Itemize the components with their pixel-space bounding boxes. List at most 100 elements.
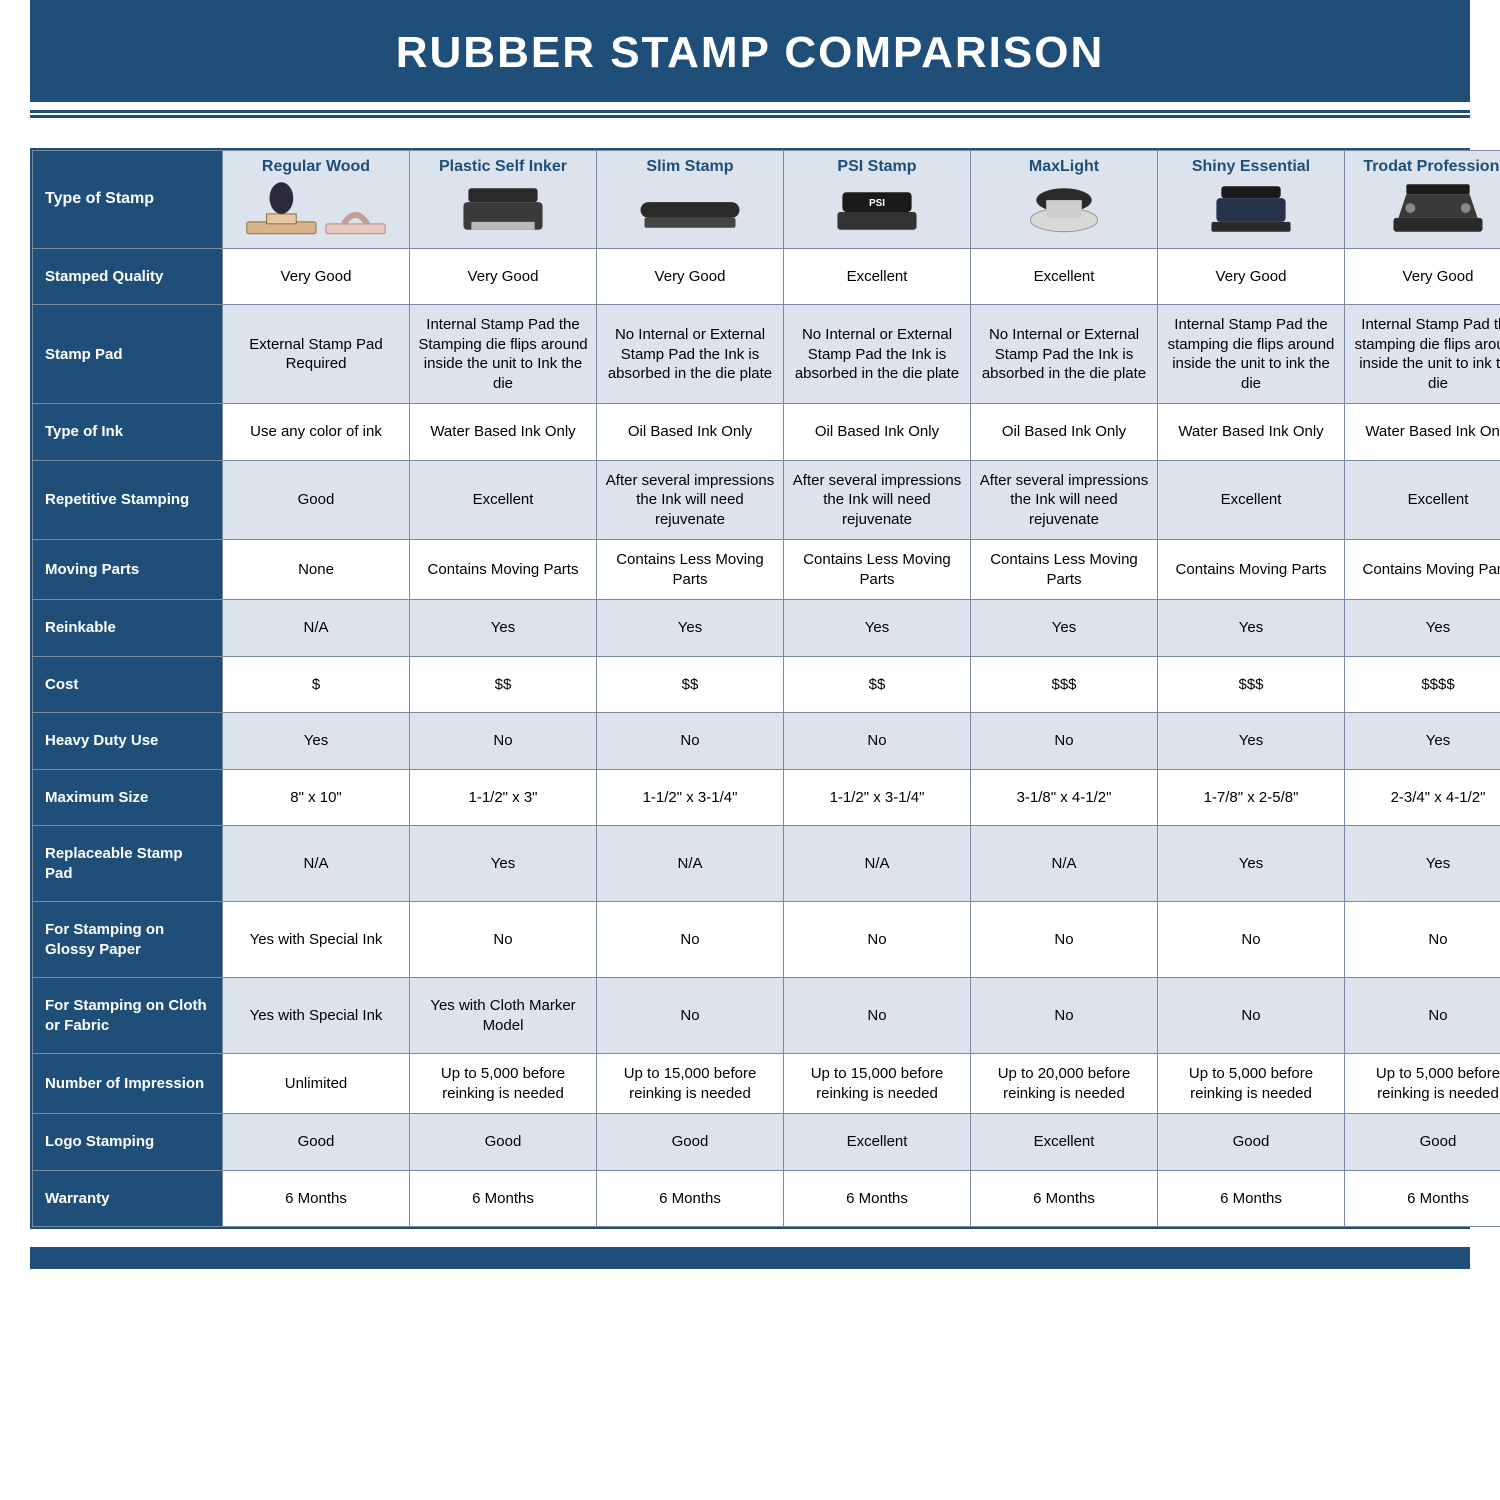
table-cell: Contains Less Moving Parts (971, 540, 1158, 600)
table-row: Stamp PadExternal Stamp Pad RequiredInte… (33, 305, 1500, 404)
col-header: Shiny Essential (1158, 151, 1345, 249)
table-cell: Excellent (1345, 460, 1500, 540)
table-cell: 6 Months (223, 1170, 410, 1227)
row-label: Stamped Quality (33, 248, 223, 305)
table-cell: 6 Months (1158, 1170, 1345, 1227)
title-divider (30, 110, 1470, 118)
table-cell: N/A (784, 826, 971, 902)
table-cell: Yes (1158, 826, 1345, 902)
table-row: Repetitive StampingGoodExcellentAfter se… (33, 460, 1500, 540)
row-label: Cost (33, 656, 223, 713)
table-cell: Excellent (971, 248, 1158, 305)
table-cell: Contains Moving Parts (1345, 540, 1500, 600)
table-cell: No (597, 713, 784, 770)
table-cell: No (784, 902, 971, 978)
table-cell: Yes (1158, 600, 1345, 657)
plastic-self-inker-icon (414, 178, 592, 240)
table-row: For Stamping on Glossy PaperYes with Spe… (33, 902, 1500, 978)
table-header-row: Type of Stamp Regular Wood Plastic Self … (33, 151, 1500, 249)
maxlight-icon (975, 178, 1153, 240)
table-cell: $ (223, 656, 410, 713)
footer-bar (30, 1247, 1470, 1269)
col-header-label: PSI Stamp (788, 157, 966, 178)
table-cell: No (784, 978, 971, 1054)
table-cell: Contains Less Moving Parts (784, 540, 971, 600)
svg-text:PSI: PSI (869, 198, 885, 209)
table-cell: Internal Stamp Pad the Stamping die flip… (410, 305, 597, 404)
table-cell: Up to 15,000 before reinking is needed (784, 1054, 971, 1114)
page-title: RUBBER STAMP COMPARISON (30, 0, 1470, 102)
table-row: ReinkableN/AYesYesYesYesYesYes (33, 600, 1500, 657)
table-cell: Excellent (784, 248, 971, 305)
table-cell: Excellent (784, 1114, 971, 1171)
table-cell: After several impressions the Ink will n… (971, 460, 1158, 540)
table-cell: Oil Based Ink Only (597, 404, 784, 461)
row-label: Heavy Duty Use (33, 713, 223, 770)
table-cell: No (597, 978, 784, 1054)
table-cell: Contains Less Moving Parts (597, 540, 784, 600)
trodat-professional-icon (1349, 178, 1500, 240)
table-cell: No (971, 978, 1158, 1054)
table-cell: Yes (971, 600, 1158, 657)
table-cell: Water Based Ink Only (410, 404, 597, 461)
row-label: Reinkable (33, 600, 223, 657)
table-cell: External Stamp Pad Required (223, 305, 410, 404)
table-cell: Up to 5,000 before reinking is needed (410, 1054, 597, 1114)
table-cell: Internal Stamp Pad the stamping die flip… (1345, 305, 1500, 404)
table-cell: Good (1158, 1114, 1345, 1171)
table-row: Logo StampingGoodGoodGoodExcellentExcell… (33, 1114, 1500, 1171)
table-cell: 3-1/8" x 4-1/2" (971, 769, 1158, 826)
table-cell: No (1345, 902, 1500, 978)
table-cell: 1-7/8" x 2-5/8" (1158, 769, 1345, 826)
table-cell: Water Based Ink Only (1345, 404, 1500, 461)
table-cell: Yes (1345, 826, 1500, 902)
table-cell: No (597, 902, 784, 978)
col-header-label: Trodat Professional (1349, 157, 1500, 178)
table-row: Type of InkUse any color of inkWater Bas… (33, 404, 1500, 461)
table-cell: After several impressions the Ink will n… (597, 460, 784, 540)
col-header-label: Slim Stamp (601, 157, 779, 178)
table-cell: No Internal or External Stamp Pad the In… (597, 305, 784, 404)
col-header: Regular Wood (223, 151, 410, 249)
table-cell: 6 Months (784, 1170, 971, 1227)
table-cell: Yes with Special Ink (223, 902, 410, 978)
table-cell: No (410, 902, 597, 978)
slim-stamp-icon (601, 178, 779, 240)
table-cell: After several impressions the Ink will n… (784, 460, 971, 540)
table-cell: No (784, 713, 971, 770)
table-cell: Internal Stamp Pad the stamping die flip… (1158, 305, 1345, 404)
table-cell: Yes (1345, 713, 1500, 770)
table-row: Moving PartsNoneContains Moving PartsCon… (33, 540, 1500, 600)
table-cell: Use any color of ink (223, 404, 410, 461)
table-cell: 1-1/2" x 3-1/4" (597, 769, 784, 826)
table-row: Stamped QualityVery GoodVery GoodVery Go… (33, 248, 1500, 305)
row-label: Maximum Size (33, 769, 223, 826)
table-cell: Up to 20,000 before reinking is needed (971, 1054, 1158, 1114)
table-cell: N/A (223, 600, 410, 657)
table-cell: Oil Based Ink Only (971, 404, 1158, 461)
table-row: Maximum Size8" x 10"1-1/2" x 3"1-1/2" x … (33, 769, 1500, 826)
table-cell: No Internal or External Stamp Pad the In… (784, 305, 971, 404)
psi-stamp-icon: PSI (788, 178, 966, 240)
table-cell: $$$ (1158, 656, 1345, 713)
table-cell: Good (597, 1114, 784, 1171)
col-header: Plastic Self Inker (410, 151, 597, 249)
table-cell: Up to 5,000 before reinking is needed (1158, 1054, 1345, 1114)
table-body: Stamped QualityVery GoodVery GoodVery Go… (33, 248, 1500, 1227)
table-cell: Good (410, 1114, 597, 1171)
table-cell: $$ (410, 656, 597, 713)
row-label: Replaceable Stamp Pad (33, 826, 223, 902)
row-label: Number of Impression (33, 1054, 223, 1114)
table-cell: No (971, 713, 1158, 770)
row-label: Moving Parts (33, 540, 223, 600)
table-cell: 8" x 10" (223, 769, 410, 826)
table-cell: 2-3/4" x 4-1/2" (1345, 769, 1500, 826)
table-cell: Yes (410, 600, 597, 657)
table-cell: Yes (784, 600, 971, 657)
table-row: For Stamping on Cloth or FabricYes with … (33, 978, 1500, 1054)
row-label: Logo Stamping (33, 1114, 223, 1171)
table-cell: Yes (1345, 600, 1500, 657)
table-cell: Good (223, 1114, 410, 1171)
table-cell: $$$ (971, 656, 1158, 713)
table-cell: Very Good (223, 248, 410, 305)
